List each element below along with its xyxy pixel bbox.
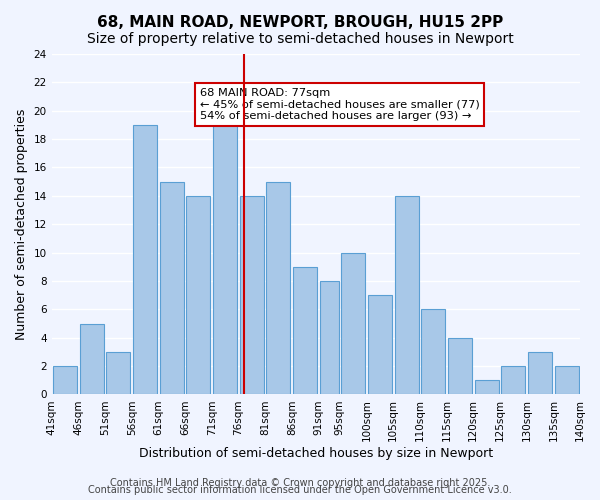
Bar <box>266 182 290 394</box>
Bar <box>341 252 365 394</box>
Bar <box>368 295 392 394</box>
Bar <box>80 324 104 394</box>
Bar <box>53 366 77 394</box>
Bar <box>395 196 419 394</box>
Text: 68 MAIN ROAD: 77sqm
← 45% of semi-detached houses are smaller (77)
54% of semi-d: 68 MAIN ROAD: 77sqm ← 45% of semi-detach… <box>200 88 479 121</box>
Text: Size of property relative to semi-detached houses in Newport: Size of property relative to semi-detach… <box>86 32 514 46</box>
Bar <box>475 380 499 394</box>
Bar <box>213 125 237 394</box>
Bar <box>160 182 184 394</box>
Bar <box>320 281 338 394</box>
Bar <box>133 125 157 394</box>
X-axis label: Distribution of semi-detached houses by size in Newport: Distribution of semi-detached houses by … <box>139 447 493 460</box>
Bar <box>240 196 264 394</box>
Bar <box>421 310 445 394</box>
Bar <box>106 352 130 395</box>
Text: Contains public sector information licensed under the Open Government Licence v3: Contains public sector information licen… <box>88 485 512 495</box>
Bar <box>293 267 317 394</box>
Bar <box>448 338 472 394</box>
Y-axis label: Number of semi-detached properties: Number of semi-detached properties <box>15 108 28 340</box>
Bar <box>528 352 552 395</box>
Bar <box>501 366 525 394</box>
Text: 68, MAIN ROAD, NEWPORT, BROUGH, HU15 2PP: 68, MAIN ROAD, NEWPORT, BROUGH, HU15 2PP <box>97 15 503 30</box>
Bar <box>187 196 211 394</box>
Bar <box>554 366 578 394</box>
Text: Contains HM Land Registry data © Crown copyright and database right 2025.: Contains HM Land Registry data © Crown c… <box>110 478 490 488</box>
